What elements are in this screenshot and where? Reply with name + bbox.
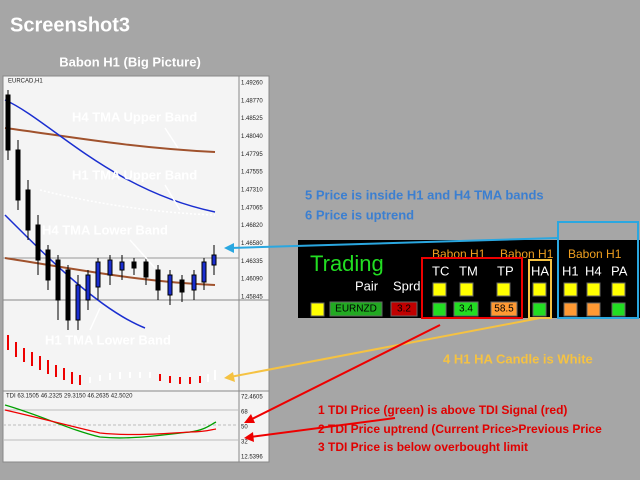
column-header: TC [432, 263, 449, 278]
price-tick-label: 1.48525 [241, 116, 263, 122]
symbol-label: EURCAD,H1 [8, 79, 43, 85]
chart-window: EURCAD,H1 TDI 63.1505 46.2325 29.3150 46… [2, 75, 270, 463]
tdi-tick-label: 68 [241, 410, 248, 416]
note: 2 TDI Price uptrend (Current Price>Previ… [318, 422, 602, 436]
price-tick-label: 1.45845 [241, 295, 263, 301]
column-header: PA [611, 263, 628, 278]
band-label: H1 TMA Upper Band [72, 167, 197, 182]
column-header: HA [531, 263, 549, 278]
pair-value: EURNZD [335, 304, 377, 315]
spread-value: 3.2 [397, 304, 411, 315]
tm-value: 3.4 [459, 304, 473, 315]
tdi-tick-label: 50 [241, 425, 248, 431]
column-header: Pair [355, 278, 379, 293]
note: 6 Price is uptrend [305, 207, 414, 222]
band-label: H4 TMA Lower Band [42, 222, 168, 237]
price-tick-label: 1.46820 [241, 223, 263, 229]
price-axis: 1.49260 1.48770 1.48525 1.48040 1.47795 1.475… [241, 81, 263, 301]
column-header: H1 [562, 263, 579, 278]
note: 1 TDI Price (green) is above TDI Signal … [318, 403, 567, 417]
dashboard: Trading Babon H1 Babon H1 Babon H1 Pair … [298, 240, 640, 318]
dashboard-title: Trading [310, 251, 384, 276]
price-tick-label: 1.47065 [241, 205, 263, 211]
price-tick-label: 1.47310 [241, 188, 263, 194]
band-label: H1 TMA Lower Band [45, 332, 171, 347]
price-tick-label: 1.48040 [241, 134, 263, 140]
price-tick-label: 1.47555 [241, 170, 263, 176]
chart-heading: Babon H1 (Big Picture) [59, 54, 201, 69]
group-label: Babon H1 [432, 247, 486, 261]
label-arrows [89, 127, 181, 331]
note: 5 Price is inside H1 and H4 TMA bands [305, 187, 544, 202]
note: 3 TDI Price is below overbought limit [318, 440, 528, 454]
tdi-tick-label: 32 [241, 440, 248, 446]
column-header: TP [497, 263, 514, 278]
arrows [224, 237, 559, 442]
tdi-tick-label: 12.5396 [241, 455, 263, 461]
price-tick-label: 1.46580 [241, 241, 263, 247]
column-header: H4 [585, 263, 602, 278]
page-title: Screenshot3 [10, 14, 130, 36]
tdi-axis: 72.4605 68 50 32 12.5396 [241, 395, 263, 461]
tp-value: 58.5 [494, 304, 514, 315]
price-tick-label: 1.49260 [241, 81, 263, 87]
note: 4 H1 HA Candle is White [443, 351, 593, 366]
tdi-highlight [421, 257, 523, 319]
band-label: H4 TMA Upper Band [72, 109, 197, 124]
price-tick-label: 1.46335 [241, 259, 263, 265]
price-tick-label: 1.46090 [241, 277, 263, 283]
column-header: TM [459, 263, 478, 278]
column-header: Sprd [393, 278, 420, 293]
tma-highlight [557, 221, 639, 319]
price-tick-label: 1.48770 [241, 98, 263, 104]
tdi-tick-label: 72.4605 [241, 395, 263, 401]
price-tick-label: 1.47795 [241, 152, 263, 158]
group-label: Babon H1 [568, 247, 622, 261]
tdi-label: TDI 63.1505 46.2325 29.3150 46.2635 42.5… [6, 394, 133, 400]
